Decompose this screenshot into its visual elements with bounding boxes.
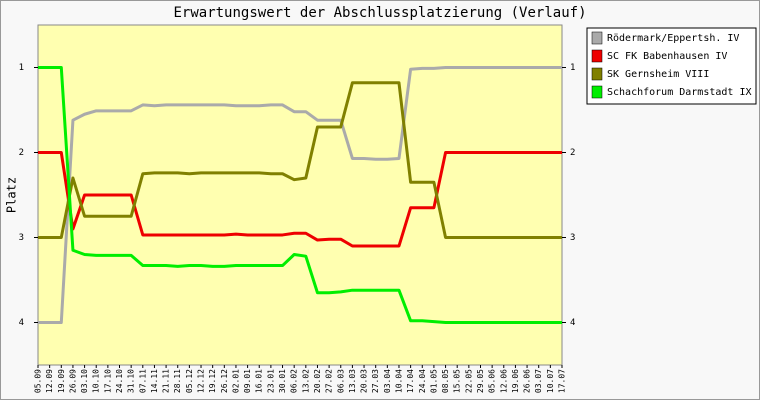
y-tick-label: 1: [19, 63, 24, 73]
y-tick-label: 2: [570, 148, 575, 158]
x-tick-label: 06.02: [290, 369, 299, 393]
x-tick-label: 29.05: [476, 369, 485, 393]
legend-label: SK Gernsheim VIII: [607, 69, 709, 80]
series-line: [38, 66, 562, 324]
x-tick-label: 31.10: [127, 369, 136, 393]
chart-title: Erwartungswert der Abschlussplatzierung …: [173, 5, 586, 21]
legend-swatch: [591, 31, 603, 45]
legend-label: Rödermark/Eppertsh. IV: [607, 33, 739, 44]
x-tick-label: 23.01: [266, 369, 275, 393]
y-tick-label: 2: [19, 148, 24, 158]
x-tick-label: 26.06: [523, 369, 532, 393]
y-tick-label: 4: [570, 318, 575, 328]
x-tick-label: 03.04: [383, 369, 392, 393]
x-tick-label: 10.07: [546, 369, 555, 393]
x-tick-label: 17.07: [558, 369, 567, 393]
x-tick-label: 28.11: [173, 369, 182, 393]
series-line: [38, 66, 562, 324]
x-tick-label: 07.11: [138, 369, 147, 393]
y-axis-label: Platz: [5, 177, 19, 213]
y-tick-label: 3: [19, 233, 24, 243]
x-tick-label: 09.01: [243, 369, 252, 393]
x-tick-label: 19.12: [208, 369, 217, 393]
x-tick-label: 27.02: [325, 369, 334, 393]
x-tick-label: 13.03: [348, 369, 357, 393]
legend-swatch: [591, 85, 603, 99]
x-tick-label: 01.05: [429, 369, 438, 393]
x-tick-label: 27.03: [371, 369, 380, 393]
legend-box: [586, 27, 757, 105]
x-tick-label: 17.04: [406, 369, 415, 393]
series-line: [38, 151, 562, 248]
y-tick-label: 3: [570, 233, 575, 243]
x-tick-label: 05.09: [34, 369, 43, 393]
x-tick-label: 03.07: [534, 369, 543, 393]
series-line: [38, 81, 562, 239]
x-tick-label: 03.10: [80, 369, 89, 393]
x-tick-label: 15.05: [453, 369, 462, 393]
x-tick-label: 21.11: [162, 369, 171, 393]
x-tick-label: 26.09: [68, 369, 77, 393]
x-tick-label: 26.12: [220, 369, 229, 393]
x-tick-label: 19.09: [57, 369, 66, 393]
x-tick-label: 13.02: [301, 369, 310, 393]
x-tick-label: 24.04: [418, 369, 427, 393]
x-tick-label: 30.01: [278, 369, 287, 393]
x-tick-label: 08.05: [441, 369, 450, 393]
x-tick-label: 05.12: [185, 369, 194, 393]
x-tick-label: 20.03: [360, 369, 369, 393]
x-tick-label: 17.10: [103, 369, 112, 393]
x-tick-label: 10.10: [92, 369, 101, 393]
legend-label: Schachforum Darmstadt IX: [607, 87, 752, 98]
x-tick-label: 12.12: [197, 369, 206, 393]
x-tick-label: 12.09: [45, 369, 54, 393]
legend-swatch: [591, 67, 603, 81]
x-tick-label: 06.03: [336, 369, 345, 393]
x-tick-label: 22.05: [464, 369, 473, 393]
x-tick-label: 14.11: [150, 369, 159, 393]
x-tick-label: 19.06: [511, 369, 520, 393]
x-tick-label: 16.01: [255, 369, 264, 393]
x-tick-label: 20.02: [313, 369, 322, 393]
y-tick-label: 4: [19, 318, 24, 328]
x-tick-label: 02.01: [231, 369, 240, 393]
x-tick-label: 12.06: [499, 369, 508, 393]
x-tick-label: 24.10: [115, 369, 124, 393]
legend-label: SC FK Babenhausen IV: [607, 51, 727, 62]
x-tick-label: 10.04: [394, 369, 403, 393]
y-tick-label: 1: [570, 63, 575, 73]
legend-swatch: [591, 49, 603, 63]
x-tick-label: 05.06: [488, 369, 497, 393]
